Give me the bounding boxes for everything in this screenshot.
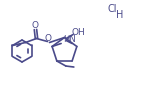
Text: OH: OH [71, 28, 85, 37]
Text: HN: HN [63, 35, 76, 44]
Text: O: O [45, 34, 52, 43]
Text: O: O [32, 21, 39, 30]
Text: Cl: Cl [108, 4, 117, 14]
Text: H: H [116, 10, 123, 20]
